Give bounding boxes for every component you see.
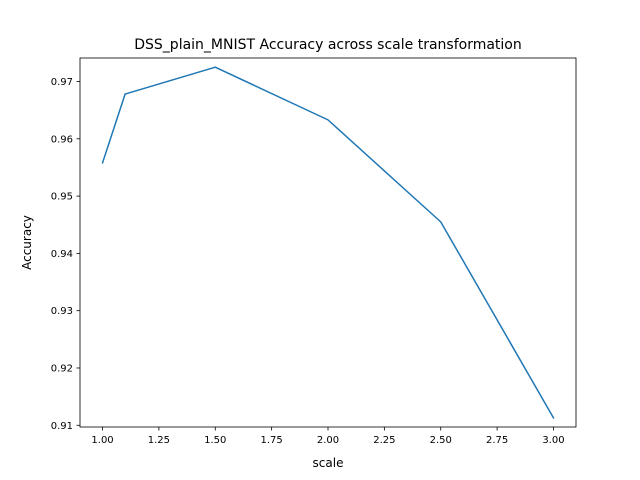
y-tick-label: 0.92 <box>51 363 73 374</box>
x-tick-label: 2.25 <box>373 435 395 446</box>
y-tick-label: 0.95 <box>51 192 73 203</box>
x-tick-label: 1.50 <box>204 435 226 446</box>
x-tick-label: 2.75 <box>486 435 508 446</box>
series-line <box>101 66 555 419</box>
y-axis-ticks: 0.91 0.92 0.93 0.94 0.95 0.96 0.97 <box>51 77 80 432</box>
series-lines <box>101 66 555 419</box>
chart-title: DSS_plain_MNIST Accuracy across scale tr… <box>134 37 522 53</box>
y-tick-label: 0.97 <box>51 77 73 88</box>
x-tick-label: 1.75 <box>261 435 283 446</box>
axes-frame <box>79 57 577 428</box>
y-tick-label: 0.94 <box>51 249 73 260</box>
y-tick-label: 0.91 <box>51 421 73 432</box>
x-tick-label: 1.00 <box>91 435 113 446</box>
y-tick-label: 0.96 <box>51 134 73 145</box>
x-axis-ticks: 1.00 1.25 1.50 1.75 2.00 2.25 2.50 2.75 3.00 <box>91 427 565 446</box>
x-tick-label: 3.00 <box>542 435 564 446</box>
x-axis-label: scale <box>313 456 344 470</box>
x-tick-label: 2.50 <box>430 435 452 446</box>
x-tick-label: 1.25 <box>148 435 170 446</box>
x-tick-label: 2.00 <box>317 435 339 446</box>
y-axis-label: Accuracy <box>20 215 34 270</box>
y-tick-label: 0.93 <box>51 306 73 317</box>
